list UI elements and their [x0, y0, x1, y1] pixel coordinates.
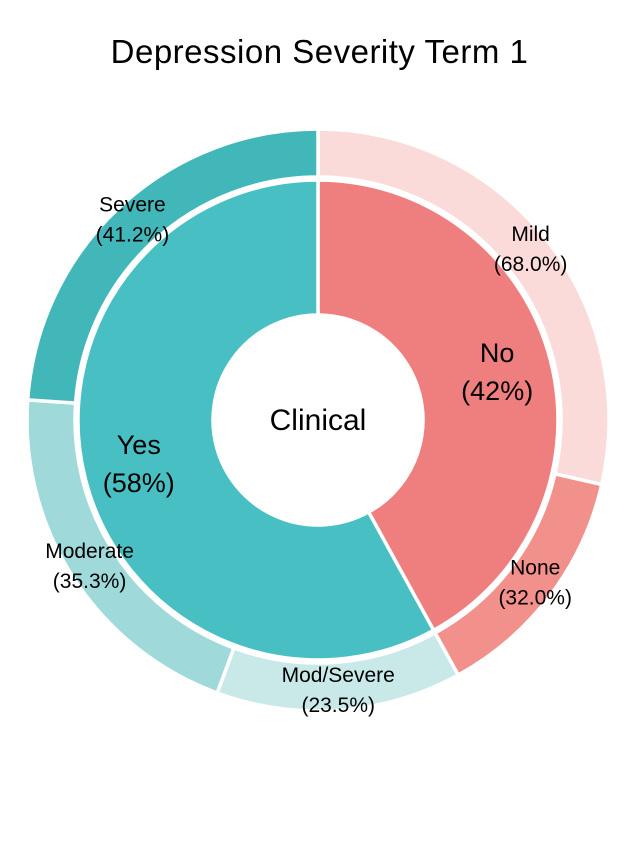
segment-label-mild-pct: (68.0%): [494, 253, 568, 276]
segment-label-no-name: No: [480, 338, 515, 368]
segment-label-mod-severe-name: Mod/Severe: [282, 664, 395, 687]
segment-label-moderate-name: Moderate: [45, 540, 134, 563]
segment-label-no-pct: (42%): [461, 376, 533, 406]
chart-title: Depression Severity Term 1: [110, 33, 529, 70]
segment-label-yes-name: Yes: [117, 430, 161, 460]
segment-label-severe-pct: (41.2%): [96, 224, 170, 247]
segment-label-moderate-pct: (35.3%): [53, 570, 127, 593]
segment-inner-no: [316, 178, 560, 633]
segment-outer-severe: [25, 127, 320, 406]
segment-label-yes-pct: (58%): [103, 468, 175, 498]
segment-label-severe-name: Severe: [99, 194, 166, 217]
segment-label-mild-name: Mild: [511, 223, 550, 246]
segment-label-mod-severe-pct: (23.5%): [301, 694, 375, 717]
center-label: Clinical: [270, 404, 367, 437]
segment-label-none-pct: (32.0%): [498, 586, 572, 609]
segment-label-none-name: None: [510, 556, 560, 579]
segment-inner-yes: [76, 178, 436, 662]
